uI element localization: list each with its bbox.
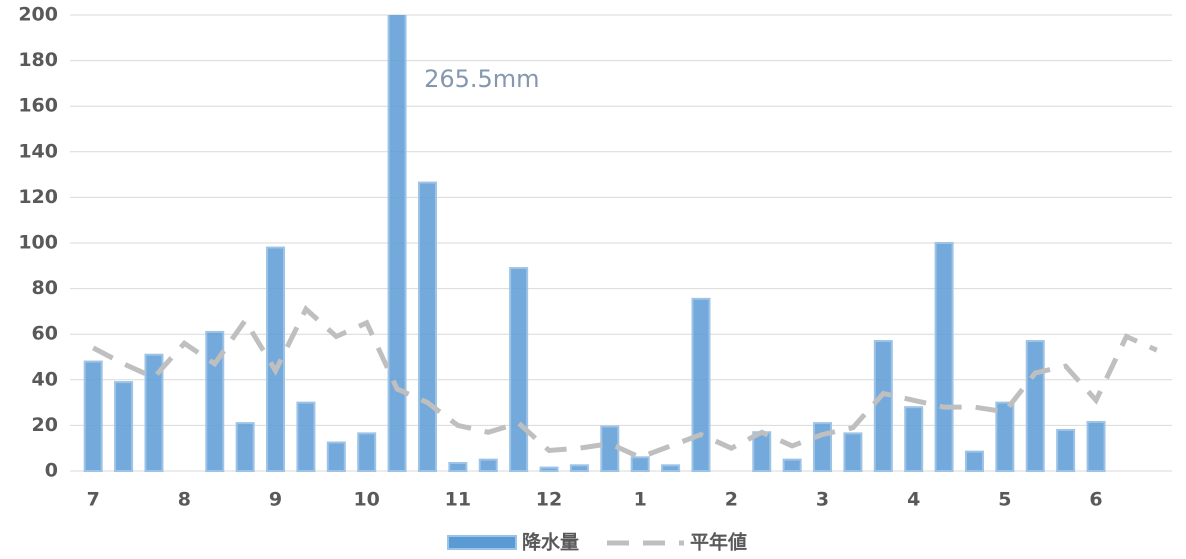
y-tick-label: 180 xyxy=(18,49,58,71)
bar xyxy=(83,360,103,472)
bar xyxy=(691,297,711,472)
y-tick-label: 80 xyxy=(32,277,58,299)
y-tick-label: 120 xyxy=(18,186,58,208)
y-tick-label: 100 xyxy=(18,232,58,254)
y-tick-label: 40 xyxy=(32,368,58,390)
bar xyxy=(843,432,863,473)
x-tick-label: 10 xyxy=(353,489,379,511)
x-tick-label: 3 xyxy=(816,489,829,511)
bar xyxy=(478,458,498,473)
bar xyxy=(569,464,589,472)
bar xyxy=(630,456,650,473)
bar xyxy=(417,181,437,473)
bar xyxy=(357,432,377,473)
bar xyxy=(904,406,924,473)
bar xyxy=(661,464,681,472)
legend-label: 降水量 xyxy=(522,531,579,554)
x-tick-label: 8 xyxy=(178,489,191,511)
bar xyxy=(144,353,164,472)
x-tick-label: 9 xyxy=(269,489,282,511)
bar xyxy=(873,340,893,473)
bar xyxy=(964,450,984,472)
x-tick-label: 12 xyxy=(536,489,562,511)
bar xyxy=(934,242,954,472)
bar xyxy=(1086,420,1106,473)
plot-area xyxy=(83,15,1158,473)
bar xyxy=(205,330,225,473)
bar xyxy=(114,381,134,472)
legend-swatch xyxy=(447,535,517,550)
bar xyxy=(509,267,529,472)
legend-label: 平年値 xyxy=(690,531,747,554)
line xyxy=(92,305,1158,461)
bar xyxy=(813,422,833,472)
bar xyxy=(296,401,316,473)
y-tick-label: 0 xyxy=(45,460,58,482)
x-tick-label: 5 xyxy=(998,489,1011,511)
x-tick-label: 2 xyxy=(725,489,738,511)
y-tick-label: 160 xyxy=(18,95,58,117)
x-tick-label: 1 xyxy=(634,489,647,511)
bar xyxy=(995,401,1015,473)
x-tick-label: 11 xyxy=(445,489,471,511)
value-label: 265.5mm xyxy=(424,65,539,93)
bar xyxy=(782,458,802,473)
bar xyxy=(1025,340,1045,473)
bar xyxy=(326,441,346,472)
bar xyxy=(235,422,255,472)
bar xyxy=(387,15,407,473)
x-tick-label: 6 xyxy=(1089,489,1102,511)
x-tick-label: 4 xyxy=(907,489,920,511)
y-tick-label: 140 xyxy=(18,140,58,162)
y-tick-label: 20 xyxy=(32,414,58,436)
bar xyxy=(539,466,559,472)
bar xyxy=(448,462,468,472)
bar xyxy=(1056,428,1076,472)
x-tick-label: 7 xyxy=(87,489,100,511)
y-tick-label: 200 xyxy=(18,4,58,26)
y-tick-label: 60 xyxy=(32,323,58,345)
bar xyxy=(266,246,286,472)
